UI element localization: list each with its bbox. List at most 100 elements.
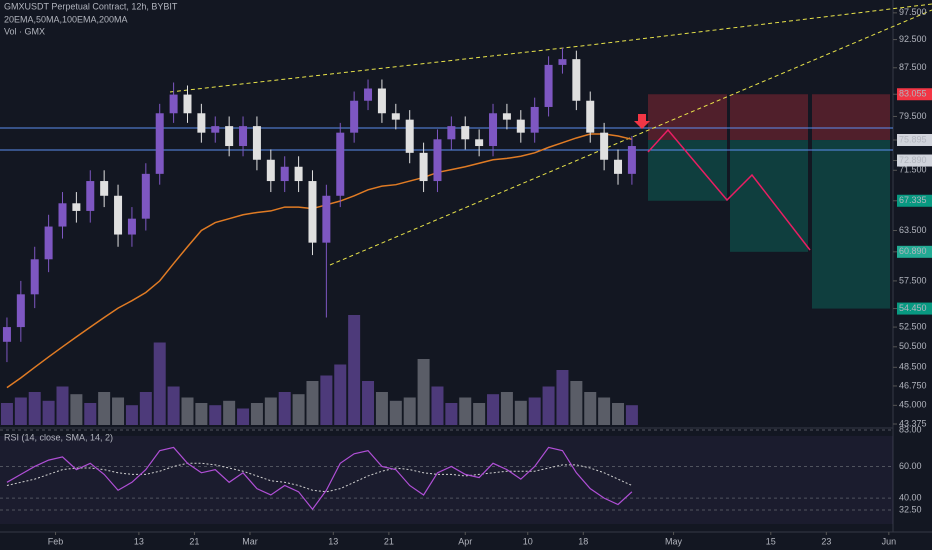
volume-bar [153,342,166,425]
candle-body [364,88,373,101]
rsi-tick-label: 60.00 [899,461,922,471]
x-tick-label: Apr [458,536,472,546]
price-label-bg [897,154,932,167]
volume-bar [459,397,472,425]
volume-bar [431,386,444,425]
volume-bar [0,403,13,425]
volume-bar [223,400,236,425]
price-label-bg [897,245,932,258]
candle-body [322,195,331,243]
candle-body [489,113,498,147]
volume-bar [209,405,222,425]
y-tick-label: 45.000 [899,400,927,410]
x-tick-label: Jun [882,536,897,546]
candle-body [183,94,192,114]
volume-label: Vol · GMX [4,26,45,36]
volume-bar [98,392,111,425]
rsi-sma-line [6,462,633,493]
candle-body [2,327,11,342]
y-tick-label: 50.500 [899,341,927,351]
y-tick-label: 57.500 [899,275,927,285]
candle-body [600,132,609,160]
candle-body [558,59,567,65]
candle-body [530,106,539,133]
indicator-label: 20EMA,50MA,100EMA,200MA [4,14,128,24]
candle-body [405,119,414,153]
candle-body [391,113,400,120]
volume-bar [473,403,486,425]
candle-body [502,113,511,120]
y-tick-label: 75.895 [899,134,927,144]
volume-bar [320,375,333,425]
stop-zone [812,94,890,141]
candle-body [461,126,470,140]
candle-body [225,126,234,147]
x-tick-label: May [665,536,683,546]
candle-body [516,119,525,133]
y-tick-label: 83.055 [899,89,927,99]
y-tick-label: 97.500 [899,7,927,17]
candle-body [44,226,53,260]
y-tick-label: 63.500 [899,225,927,235]
volume-bar [500,392,513,425]
volume-bar [125,405,138,425]
volume-bar [292,394,305,425]
sell-arrow [634,114,650,129]
x-tick-label: 10 [523,536,533,546]
candle-body [155,113,164,174]
projection-path [647,128,811,251]
volume-bar [625,405,638,425]
volume-bar [584,392,597,425]
chart-title: GMXUSDT Perpetual Contract, 12h, BYBIT [4,1,178,11]
volume-bar [112,397,125,425]
candle-body [30,259,39,295]
candle-body [572,59,581,101]
candle-body [433,139,442,182]
volume-bar [528,397,541,425]
y-tick-label: 46.750 [899,380,927,390]
volume-bar [195,403,208,425]
x-tick-label: Mar [242,536,258,546]
candle-body [586,100,595,133]
candle-body [280,166,289,182]
candle-body [544,64,553,107]
candle-body [86,181,95,211]
volume-bar [375,392,388,425]
x-tick-label: 21 [189,536,199,546]
y-tick-label: 67.335 [899,195,927,205]
y-tick-label: 87.500 [899,62,927,72]
volume-bar [417,359,430,425]
candle-body [252,126,261,160]
volume-bar [612,403,625,425]
y-tick-label: 71.500 [899,165,927,175]
candle-body [16,294,25,328]
volume-bar [556,370,569,425]
volume-bar [181,397,194,425]
volume-bar [389,400,402,425]
volume-bar [542,386,555,425]
volume-bar [306,381,319,425]
candle-body [336,132,345,196]
price-label-bg [897,302,932,315]
candle-body [127,218,136,235]
volume-bar [70,394,83,425]
y-tick-label: 79.500 [899,111,927,121]
volume-bar [278,392,291,425]
candle-body [100,181,109,196]
candle-body [350,100,359,133]
trend-line [329,9,932,266]
volume-bar [84,403,97,425]
candle-body [58,203,67,227]
volume-bar [237,408,250,425]
candle-body [266,159,275,182]
rsi-tick-label: 40.00 [899,493,922,503]
candle-body [239,126,248,147]
volume-bar [42,400,55,425]
candle-body [308,181,317,243]
y-tick-label: 92.500 [899,34,927,44]
volume-bar [362,381,375,425]
y-tick-label: 48.500 [899,362,927,372]
volume-bar [403,397,416,425]
y-tick-label: 52.500 [899,321,927,331]
